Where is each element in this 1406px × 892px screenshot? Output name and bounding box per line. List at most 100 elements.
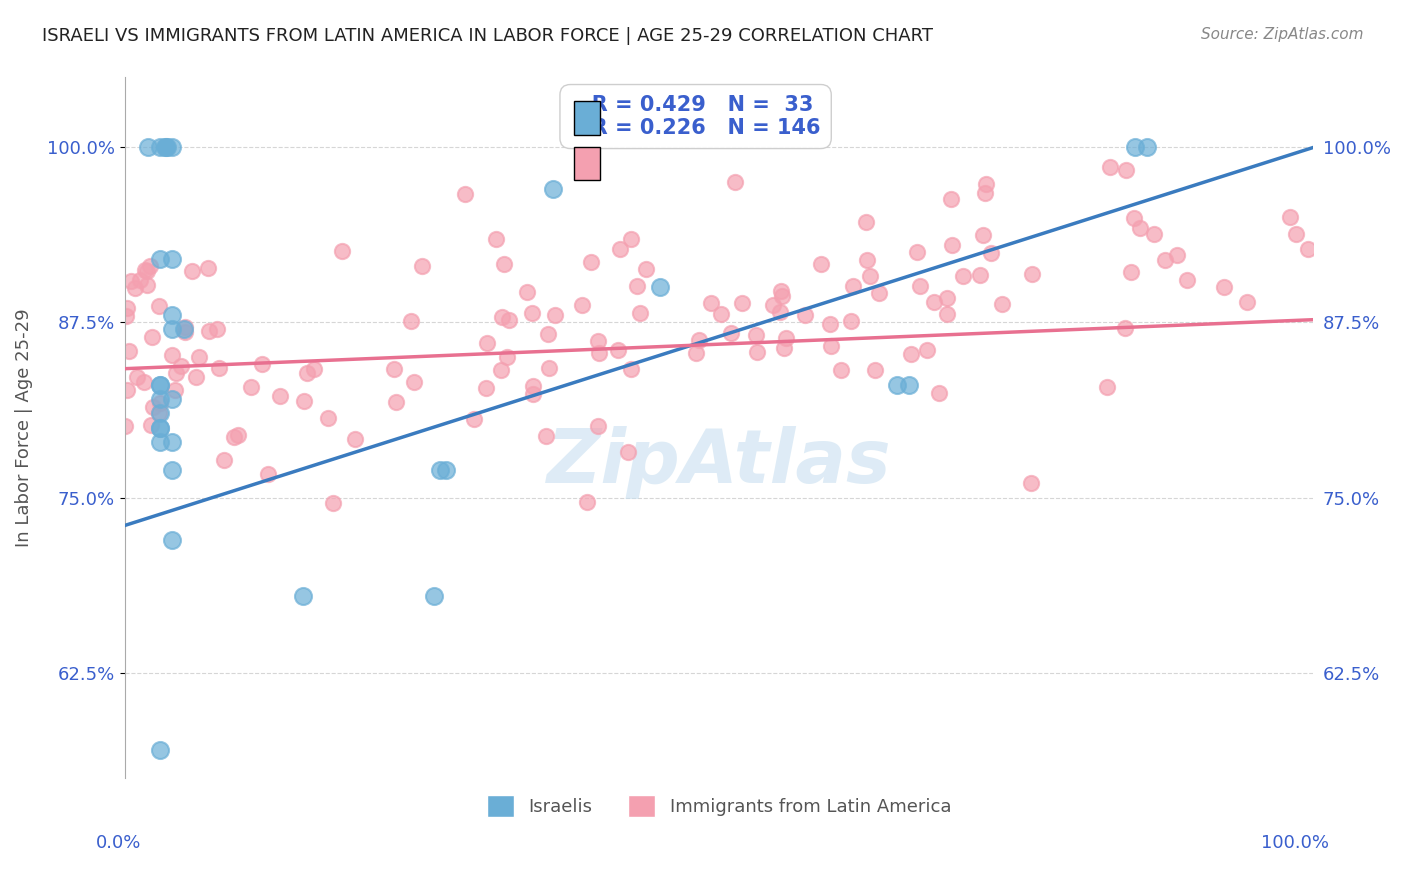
Point — [463, 412, 485, 426]
Point — [700, 296, 723, 310]
Point — [492, 257, 515, 271]
Point — [475, 381, 498, 395]
Point — [160, 252, 183, 267]
Point — [634, 261, 657, 276]
Point — [181, 264, 204, 278]
Point — [138, 140, 160, 154]
Point — [382, 361, 405, 376]
Point — [160, 533, 183, 547]
Point — [620, 362, 643, 376]
Point — [155, 140, 177, 154]
Point — [886, 378, 908, 392]
Point — [842, 279, 865, 293]
Point — [1019, 476, 1042, 491]
Point — [991, 297, 1014, 311]
Point — [228, 428, 250, 442]
Point — [1119, 265, 1142, 279]
Point — [149, 420, 172, 434]
Point — [1114, 321, 1136, 335]
Point — [269, 389, 291, 403]
Point — [149, 395, 172, 409]
Point — [1279, 210, 1302, 224]
Point — [586, 418, 609, 433]
Point — [626, 278, 648, 293]
Point — [173, 325, 195, 339]
Point — [197, 261, 219, 276]
Point — [820, 338, 842, 352]
Point — [162, 348, 184, 362]
Point — [516, 285, 538, 300]
Point — [769, 305, 792, 319]
Point — [855, 215, 877, 229]
Point — [973, 186, 995, 201]
Point — [142, 400, 165, 414]
Point — [537, 326, 560, 341]
Point — [491, 310, 513, 325]
Point — [936, 307, 959, 321]
Point — [124, 280, 146, 294]
Point — [141, 330, 163, 344]
Point — [830, 363, 852, 377]
Point — [1123, 211, 1146, 226]
Point — [1285, 227, 1308, 241]
Point — [1166, 248, 1188, 262]
Point — [775, 331, 797, 345]
Point — [344, 432, 367, 446]
Point — [149, 252, 172, 267]
Point — [1213, 280, 1236, 294]
Point — [772, 341, 794, 355]
Point — [575, 495, 598, 509]
Point — [496, 350, 519, 364]
Point — [543, 308, 565, 322]
Point — [1115, 163, 1137, 178]
Point — [620, 232, 643, 246]
Point — [149, 392, 172, 407]
Point — [291, 589, 314, 603]
Point — [404, 375, 426, 389]
Point — [141, 417, 163, 432]
Point — [136, 264, 159, 278]
Point — [972, 227, 994, 242]
Point — [429, 462, 451, 476]
Point — [1095, 380, 1118, 394]
Point — [900, 347, 922, 361]
Point — [302, 362, 325, 376]
Point — [1175, 273, 1198, 287]
Point — [322, 496, 344, 510]
Point — [616, 445, 638, 459]
Point — [434, 462, 457, 476]
Point — [148, 406, 170, 420]
Point — [863, 363, 886, 377]
Point — [134, 262, 156, 277]
Point — [399, 313, 422, 327]
Point — [149, 420, 172, 434]
Point — [915, 343, 938, 358]
Text: ZipAtlas: ZipAtlas — [547, 426, 891, 499]
Point — [908, 279, 931, 293]
Point — [149, 378, 172, 392]
Point — [198, 324, 221, 338]
Point — [295, 367, 318, 381]
Point — [132, 376, 155, 390]
Point — [160, 434, 183, 449]
Point — [115, 310, 138, 324]
Text: 100.0%: 100.0% — [1261, 834, 1329, 852]
Text: R = 0.429   N =  33
   R = 0.226   N = 146: R = 0.429 N = 33 R = 0.226 N = 146 — [571, 95, 821, 138]
Point — [952, 269, 974, 284]
Point — [187, 350, 209, 364]
Point — [205, 322, 228, 336]
Point — [980, 246, 1002, 260]
Point — [165, 366, 187, 380]
Point — [120, 274, 142, 288]
Point — [928, 386, 950, 401]
Point — [859, 269, 882, 284]
Point — [208, 360, 231, 375]
Text: ISRAELI VS IMMIGRANTS FROM LATIN AMERICA IN LABOR FORCE | AGE 25-29 CORRELATION : ISRAELI VS IMMIGRANTS FROM LATIN AMERICA… — [42, 27, 934, 45]
Point — [170, 359, 193, 374]
Point — [485, 232, 508, 246]
Point — [160, 392, 183, 407]
Point — [385, 395, 408, 409]
Point — [810, 257, 832, 271]
Point — [941, 192, 963, 206]
Text: Source: ZipAtlas.com: Source: ZipAtlas.com — [1201, 27, 1364, 42]
